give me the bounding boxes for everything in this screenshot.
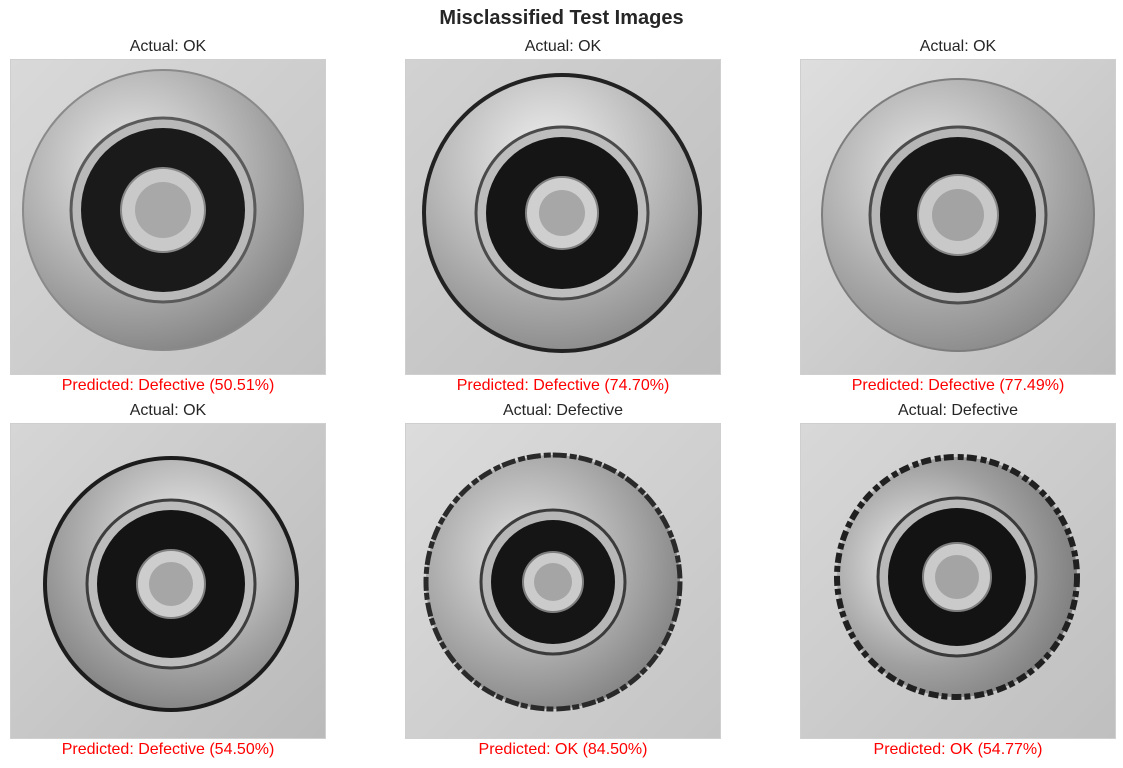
panel-4: Actual: OK Predicted: Defective (54.50%) [10,401,326,760]
panel-3: Actual: OK Predicted: Defective (77.49%) [800,37,1116,396]
casting-image [405,423,721,739]
impeller-casting-icon [11,60,325,374]
predicted-label: Predicted: Defective (54.50%) [61,741,275,758]
impeller-casting-icon [11,424,325,738]
predicted-label: Predicted: Defective (50.51%) [61,377,275,394]
casting-image [405,59,721,375]
casting-image [10,59,326,375]
predicted-label: Predicted: Defective (74.70%) [456,377,670,394]
actual-label: Actual: OK [919,38,997,55]
actual-label: Actual: OK [129,38,207,55]
predicted-label: Predicted: OK (84.50%) [478,741,648,758]
actual-label: Actual: OK [129,402,207,419]
predicted-label: Predicted: OK (54.77%) [873,741,1043,758]
panel-5: Actual: Defective Predicted: OK (84.50%) [405,401,721,760]
actual-label: Actual: Defective [502,402,624,419]
casting-image [10,423,326,739]
panel-6: Actual: Defective Predicted: OK (54.77%) [800,401,1116,760]
casting-image [800,423,1116,739]
panel-1: Actual: OK Predicted: Defective (50.51%) [10,37,326,396]
impeller-casting-icon [406,424,720,738]
actual-label: Actual: OK [524,38,602,55]
figure-title: Misclassified Test Images [439,7,684,29]
panel-2: Actual: OK Predicted: Defective (74.70%) [405,37,721,396]
predicted-label: Predicted: Defective (77.49%) [851,377,1065,394]
impeller-casting-icon [406,60,720,374]
actual-label: Actual: Defective [897,402,1019,419]
casting-image [800,59,1116,375]
impeller-casting-icon [801,424,1115,738]
impeller-casting-icon [801,60,1115,374]
